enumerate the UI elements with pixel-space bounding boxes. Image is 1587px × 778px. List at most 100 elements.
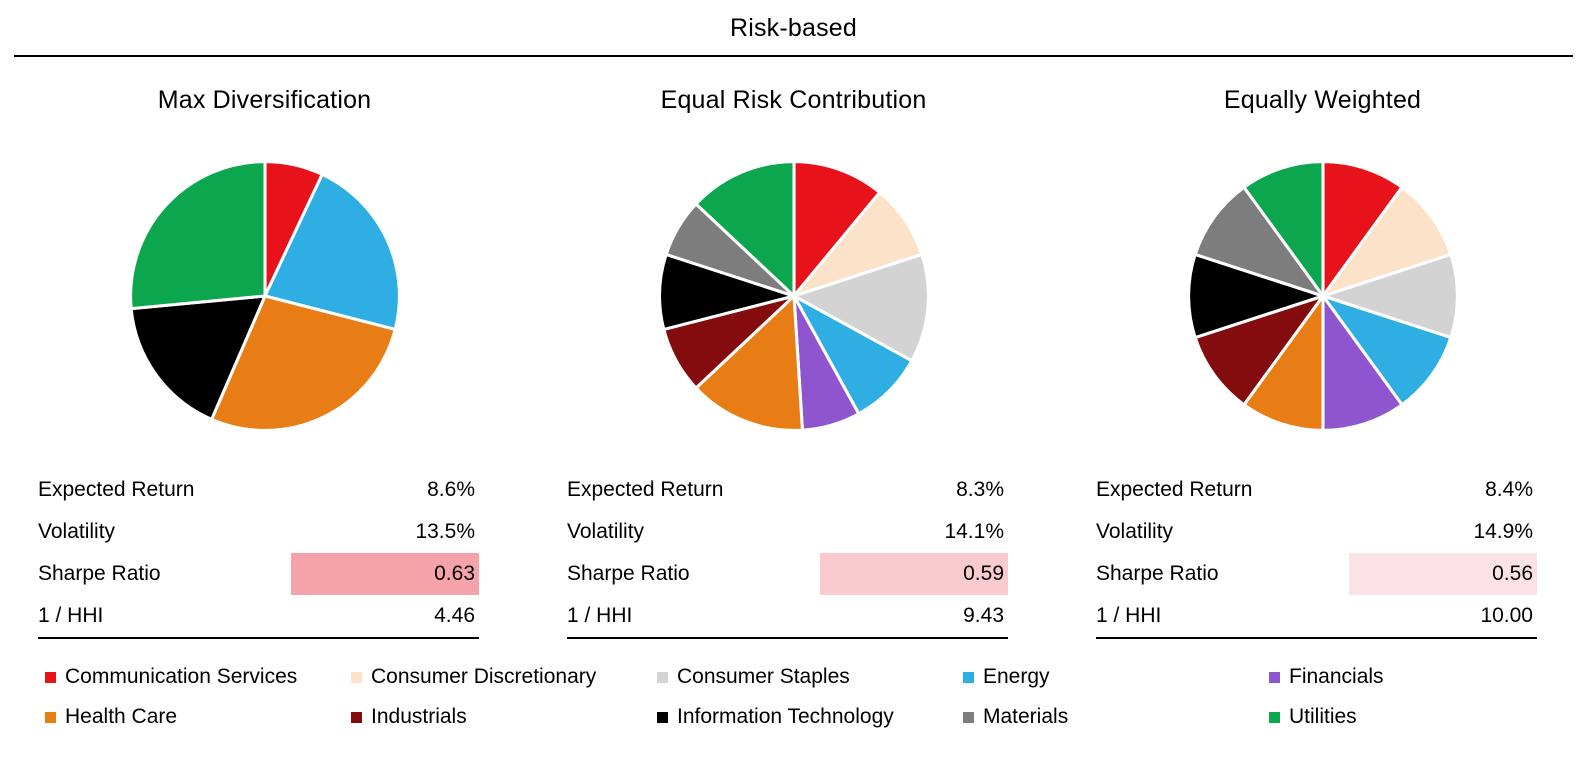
stat-row-sharpe-ratio: Sharpe Ratio 0.63 (38, 553, 479, 595)
stat-value: 14.9% (1473, 520, 1533, 543)
pie-slice-materials (1193, 185, 1325, 298)
stat-label: Volatility (567, 520, 645, 543)
legend-item-energy: Energy (963, 665, 1269, 689)
legend-swatch-icon (963, 671, 974, 683)
pie-slice-energy (1320, 294, 1452, 407)
pie-slice-communication-services (791, 160, 881, 298)
stat-row-expected-return: Expected Return 8.6% (38, 469, 479, 511)
pie-slice-communication-services (1320, 160, 1404, 298)
stat-row-sharpe-ratio: Sharpe Ratio 0.59 (567, 553, 1008, 595)
pie-slice-utilities (693, 160, 796, 298)
pie-svg (1186, 160, 1459, 432)
legend-item-industrials: Industrials (351, 705, 657, 729)
pie-chart-max-diversification (0, 153, 529, 439)
pie-slice-health-care (209, 294, 397, 432)
stat-row-inv-hhi: 1 / HHI 9.43 (567, 595, 1008, 637)
pie-svg (657, 160, 930, 432)
panel-max-diversification: Max Diversification Expected Return 8.6%… (0, 57, 529, 639)
legend-label: Information Technology (677, 705, 894, 728)
pie-slice-energy (262, 172, 401, 331)
stat-row-expected-return: Expected Return 8.4% (1096, 469, 1537, 511)
pie-slice-utilities (1241, 160, 1325, 298)
stat-label: Sharpe Ratio (567, 562, 690, 585)
pie-slice-consumer-staples (791, 252, 930, 363)
stat-label: 1 / HHI (567, 604, 633, 627)
stat-value: 8.3% (956, 478, 1004, 501)
stat-row-volatility: Volatility 14.9% (1096, 511, 1537, 553)
pie-svg (128, 160, 401, 432)
stats-table: Expected Return 8.3% Volatility 14.1% Sh… (567, 469, 1008, 639)
stat-row-inv-hhi: 1 / HHI 4.46 (38, 595, 479, 637)
stat-value: 14.1% (944, 520, 1004, 543)
legend-label: Utilities (1289, 705, 1357, 728)
pie-slice-consumer-discretionary (1320, 185, 1452, 298)
pie-slice-information-technology (1186, 252, 1325, 340)
stat-label: Expected Return (1096, 478, 1253, 501)
legend-item-communication-services: Communication Services (45, 665, 351, 689)
stat-row-expected-return: Expected Return 8.3% (567, 469, 1008, 511)
stat-row-inv-hhi: 1 / HHI 10.00 (1096, 595, 1537, 637)
stat-label: 1 / HHI (38, 604, 104, 627)
stat-value: 13.5% (415, 520, 475, 543)
pie-slice-industrials (1193, 294, 1325, 407)
legend-item-health-care: Health Care (45, 705, 351, 729)
legend-label: Financials (1289, 665, 1384, 688)
legend-swatch-icon (963, 711, 974, 723)
legend-item-financials: Financials (1269, 665, 1575, 689)
stat-label: Volatility (1096, 520, 1174, 543)
pie-slice-consumer-staples (1320, 252, 1459, 340)
panel-equally-weighted: Equally Weighted Expected Return 8.4% Vo… (1058, 57, 1587, 639)
stat-row-volatility: Volatility 14.1% (567, 511, 1008, 553)
stat-label: Sharpe Ratio (38, 562, 161, 585)
legend-item-consumer-discretionary: Consumer Discretionary (351, 665, 657, 689)
legend-label: Energy (983, 665, 1050, 688)
sector-legend: Communication Services Consumer Discretio… (45, 665, 1587, 729)
legend-label: Health Care (65, 705, 178, 728)
legend-swatch-icon (351, 671, 362, 683)
stat-value-sharpe-highlighted: 0.63 (291, 553, 479, 595)
stat-label: Expected Return (567, 478, 724, 501)
stat-label: Volatility (38, 520, 116, 543)
pie-chart-equal-risk-contribution (529, 153, 1058, 439)
pie-slice-utilities (128, 160, 267, 311)
legend-swatch-icon (45, 671, 56, 683)
legend-swatch-icon (45, 711, 56, 723)
stat-label: 1 / HHI (1096, 604, 1162, 627)
pie-slice-health-care (693, 294, 804, 432)
legend-label: Consumer Discretionary (371, 665, 597, 688)
legend-item-utilities: Utilities (1269, 705, 1575, 729)
stat-label: Sharpe Ratio (1096, 562, 1219, 585)
legend-swatch-icon (1269, 711, 1280, 723)
legend-swatch-icon (657, 671, 668, 683)
panel-title: Max Diversification (157, 86, 372, 114)
legend-swatch-icon (351, 711, 362, 723)
legend-label: Communication Services (65, 665, 298, 688)
legend-item-information-technology: Information Technology (657, 705, 963, 729)
stat-row-volatility: Volatility 13.5% (38, 511, 479, 553)
legend-item-materials: Materials (963, 705, 1269, 729)
strategy-panels: Max Diversification Expected Return 8.6%… (0, 57, 1587, 639)
stat-value-sharpe-highlighted: 0.56 (1349, 553, 1537, 595)
page-title: Risk-based (729, 14, 858, 42)
stat-value: 8.6% (427, 478, 475, 501)
stat-value: 10.00 (1480, 604, 1533, 627)
pie-slice-health-care (1241, 294, 1325, 432)
panel-title: Equal Risk Contribution (660, 86, 927, 114)
stats-table: Expected Return 8.4% Volatility 14.9% Sh… (1096, 469, 1537, 639)
panel-equal-risk-contribution: Equal Risk Contribution Expected Return … (529, 57, 1058, 639)
legend-item-consumer-staples: Consumer Staples (657, 665, 963, 689)
stat-row-sharpe-ratio: Sharpe Ratio 0.56 (1096, 553, 1537, 595)
pie-chart-equally-weighted (1058, 153, 1587, 439)
stat-value: 8.4% (1485, 478, 1533, 501)
legend-label: Materials (983, 705, 1069, 728)
stat-value: 9.43 (963, 604, 1004, 627)
legend-label: Consumer Staples (677, 665, 850, 688)
pie-slice-financials (1320, 294, 1404, 432)
stat-value: 4.46 (434, 604, 475, 627)
title-divider (14, 55, 1573, 57)
stat-value-sharpe-highlighted: 0.59 (820, 553, 1008, 595)
legend-label: Industrials (371, 705, 467, 728)
legend-swatch-icon (657, 711, 668, 723)
pie-slice-information-technology (129, 294, 267, 421)
